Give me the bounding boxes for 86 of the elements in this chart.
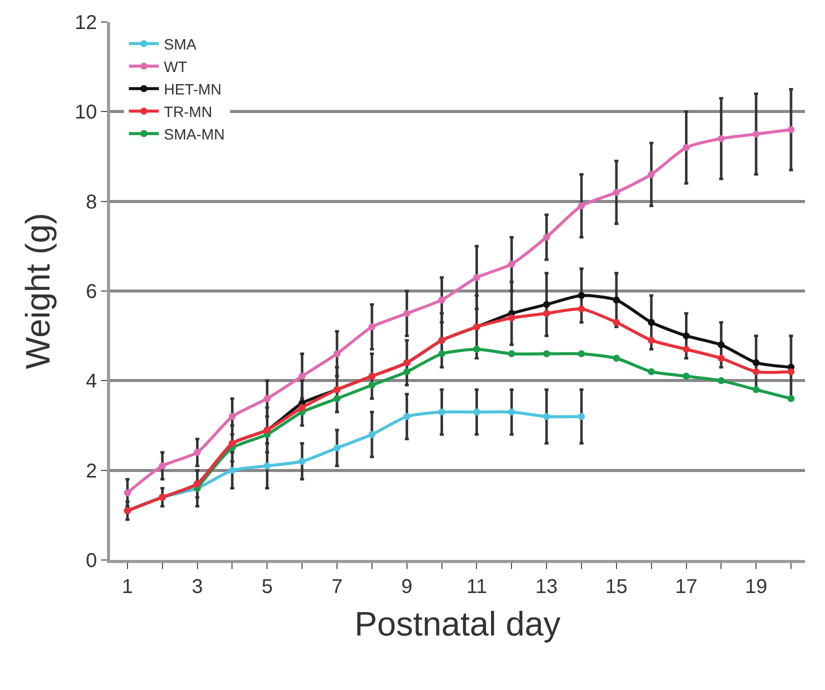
- point: [682, 332, 690, 340]
- point: [648, 170, 655, 178]
- point: [543, 310, 550, 317]
- x-tick-label: 9: [401, 576, 412, 598]
- point: [438, 296, 446, 304]
- point: [473, 408, 480, 416]
- y-tick-label: 10: [74, 102, 97, 124]
- y-tick-label: 12: [74, 12, 97, 34]
- point: [508, 260, 516, 268]
- point: [158, 462, 166, 470]
- point: [612, 354, 620, 362]
- point: [752, 368, 760, 376]
- point: [648, 368, 655, 376]
- x-tick-label: 3: [192, 576, 203, 598]
- point: [264, 462, 271, 470]
- point: [228, 413, 236, 420]
- point: [718, 341, 725, 348]
- x-tick-label: 13: [535, 576, 558, 598]
- x-tick-label: 15: [605, 576, 628, 598]
- point: [473, 274, 480, 282]
- x-tick-label: 11: [466, 576, 488, 598]
- point: [403, 310, 410, 317]
- legend-label: SMA-MN: [164, 126, 225, 144]
- x-tick-label: 19: [744, 576, 768, 598]
- point: [578, 413, 585, 420]
- point: [124, 489, 131, 496]
- point: [752, 359, 760, 366]
- x-tick-label: 5: [262, 576, 273, 598]
- x-tick-label: 7: [331, 576, 343, 598]
- point: [682, 372, 690, 380]
- point: [543, 413, 550, 420]
- point: [578, 305, 585, 312]
- y-tick-label: 4: [86, 370, 97, 393]
- point: [578, 350, 585, 358]
- point: [543, 300, 550, 308]
- point: [648, 318, 655, 326]
- point: [264, 395, 271, 402]
- point: [578, 202, 585, 210]
- legend-label: TR-MN: [164, 104, 212, 121]
- point: [612, 318, 620, 326]
- point: [403, 413, 410, 420]
- point: [298, 372, 306, 380]
- point: [788, 395, 795, 402]
- legend-label: SMA: [164, 36, 196, 54]
- point: [718, 135, 725, 142]
- legend-label: WT: [164, 58, 188, 76]
- point: [612, 188, 620, 196]
- x-axis-title: Postnatal day: [354, 605, 561, 644]
- point: [438, 350, 446, 358]
- point: [718, 377, 725, 384]
- point: [438, 408, 446, 416]
- point: [682, 346, 690, 353]
- point: [368, 430, 376, 438]
- legend-label: HET-MN: [164, 81, 222, 98]
- point: [368, 323, 376, 330]
- y-tick-label: 0: [86, 550, 97, 572]
- point: [298, 404, 306, 412]
- point: [508, 350, 516, 358]
- x-tick-label: 17: [675, 576, 698, 598]
- y-tick-label: 2: [86, 460, 97, 482]
- point: [334, 395, 341, 402]
- point: [788, 126, 795, 134]
- x-tick-label: 1: [122, 576, 134, 598]
- point: [648, 336, 655, 344]
- point: [788, 368, 795, 376]
- point: [473, 346, 480, 353]
- point: [578, 292, 585, 299]
- point: [752, 130, 760, 138]
- point: [194, 448, 201, 456]
- y-tick-label: 6: [86, 281, 97, 303]
- point: [543, 350, 550, 358]
- point: [334, 444, 341, 452]
- point: [508, 314, 516, 322]
- point: [368, 382, 376, 389]
- y-axis-title: Weight (g): [19, 212, 58, 370]
- point: [612, 296, 620, 304]
- point: [403, 368, 410, 376]
- point: [334, 350, 341, 358]
- point: [508, 408, 516, 416]
- point: [543, 234, 550, 241]
- point: [682, 144, 690, 152]
- point: [752, 386, 760, 394]
- point: [298, 458, 306, 465]
- point: [228, 466, 236, 474]
- point: [718, 354, 725, 362]
- y-tick-label: 8: [86, 191, 97, 214]
